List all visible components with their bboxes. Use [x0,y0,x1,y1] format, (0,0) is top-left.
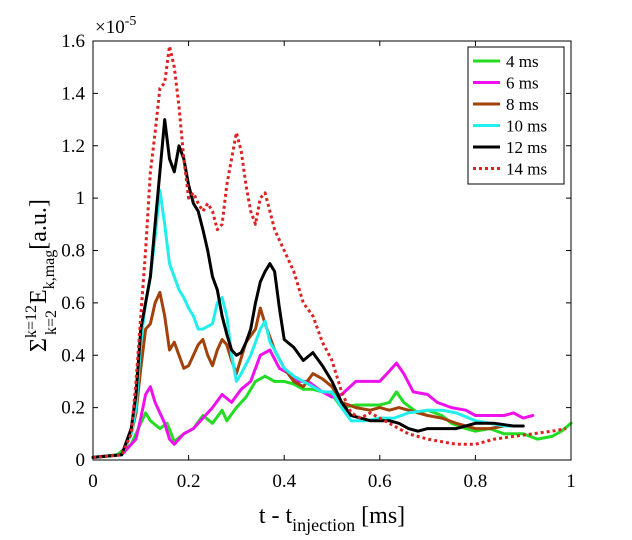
legend-label: 6 ms [506,74,539,93]
legend-label: 8 ms [506,95,539,114]
x-tick-label: 1 [566,471,576,492]
series-line-6-ms [91,348,535,459]
series-line-10-ms [91,188,525,459]
y-tick-label: 1.2 [61,136,85,157]
y-tick-label: 0.4 [61,345,85,366]
legend: 4 ms 6 ms 8 ms 10 ms 12 ms 14 ms [467,46,565,185]
x-tick-label: 0.6 [368,471,392,492]
y-tick-label: 0.2 [61,398,85,419]
legend-label: 10 ms [506,117,547,136]
legend-label: 12 ms [506,138,547,157]
x-tick-label: 0.4 [272,471,296,492]
y-tick-label: 1 [76,188,86,209]
series-line-4-ms [91,374,573,459]
x-axis-label: t - tinjection [ms] [259,503,405,535]
y-tick-label: 0.6 [61,293,85,314]
x-tick-label: 0.8 [464,471,488,492]
legend-label: 4 ms [506,52,539,71]
y-tick-label: 1.4 [61,83,85,104]
legend-label: 14 ms [506,160,547,179]
series-line-12-ms [91,118,525,459]
x-tick-label: 0.2 [177,471,201,492]
y-axis-label: Σk=12 k=2Ek,mag[a.u.] [23,199,60,352]
y-tick-label: 1.6 [61,31,85,52]
legend-box [467,46,565,185]
series-line-14-ms [92,44,567,459]
x-tick-label: 0 [88,471,98,492]
y-tick-label: 0 [76,450,86,471]
exponent-label: ×10-5 [95,14,136,38]
series-line-8-ms [91,290,525,459]
y-tick-label: 0.8 [61,241,85,262]
